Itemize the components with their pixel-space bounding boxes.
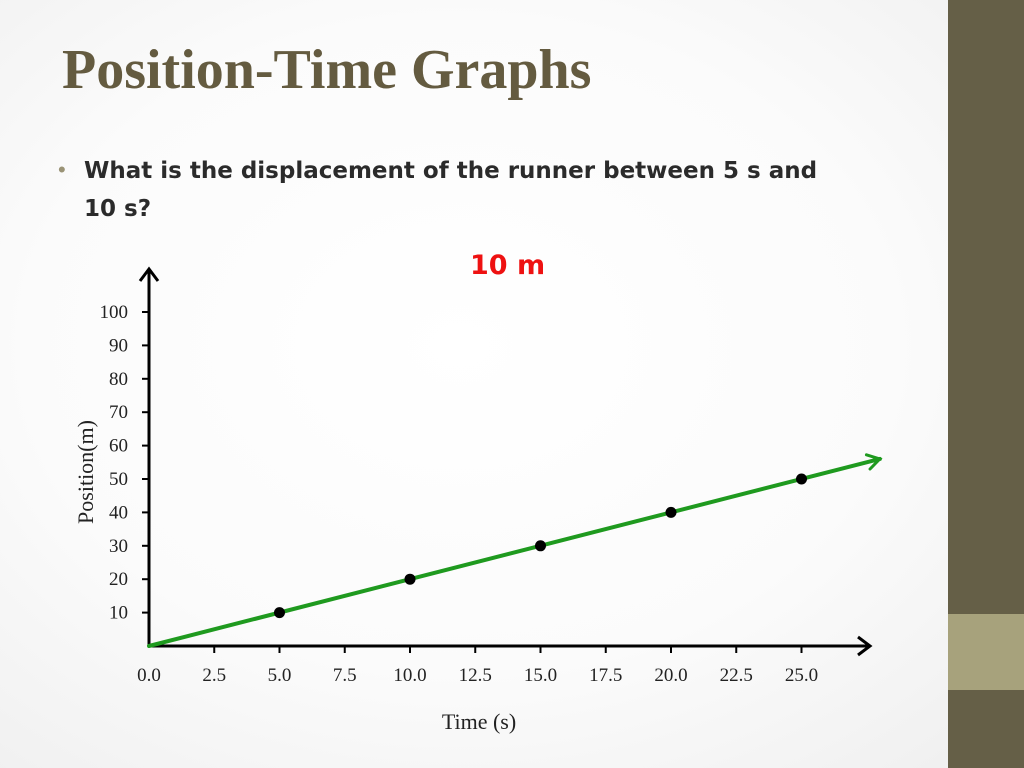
sidebar-accent-block [948, 614, 1024, 690]
y-tick-label: 90 [109, 335, 128, 356]
x-tick-label: 7.5 [333, 665, 357, 686]
x-axis-arrow-icon [857, 635, 873, 657]
answer-text: 10 m [470, 250, 546, 281]
x-tick-label: 22.5 [720, 665, 753, 686]
x-tick-label: 0.0 [137, 665, 161, 686]
x-tick-label: 17.5 [589, 665, 622, 686]
x-ticks: 0.0 2.5 5.0 7.5 10.0 12.5 15.0 17.5 20.0 22.5 25.0 [137, 646, 818, 686]
question-text: What is the displacement of the runner b… [84, 158, 818, 222]
data-point [404, 573, 416, 585]
y-tick-label: 100 [100, 302, 129, 323]
y-tick-label: 50 [109, 469, 128, 490]
y-tick-label: 70 [109, 402, 128, 423]
x-axis-label: Time (s) [442, 709, 516, 734]
data-point [796, 473, 807, 485]
y-ticks: 10 20 30 40 50 60 70 80 90 100 [100, 302, 149, 624]
x-tick-label: 25.0 [785, 665, 818, 686]
chart-axes [138, 266, 873, 657]
y-tick-label: 80 [109, 369, 128, 390]
y-axis-arrow-icon [138, 266, 160, 282]
x-tick-label: 5.0 [268, 665, 292, 686]
data-point [535, 540, 546, 552]
slide-title: Position-Time Graphs [62, 39, 592, 101]
chart-series [147, 453, 883, 648]
data-point [665, 506, 677, 518]
x-tick-label: 12.5 [459, 665, 492, 686]
y-axis-label: Position(m) [73, 420, 98, 524]
bullet-item: • What is the displacement of the runner… [58, 152, 838, 228]
x-tick-label: 2.5 [202, 665, 226, 686]
y-tick-label: 20 [109, 569, 128, 590]
y-tick-label: 10 [109, 603, 128, 624]
y-tick-label: 40 [109, 502, 128, 523]
x-tick-label: 15.0 [524, 665, 557, 686]
data-point [274, 607, 285, 619]
x-tick-label: 10.0 [393, 665, 426, 686]
series-line [147, 456, 882, 648]
bullet-dot-icon: • [58, 157, 66, 182]
series-arrow-icon [864, 453, 883, 471]
y-tick-label: 30 [109, 536, 128, 557]
y-tick-label: 60 [109, 436, 128, 457]
x-tick-label: 20.0 [654, 665, 687, 686]
